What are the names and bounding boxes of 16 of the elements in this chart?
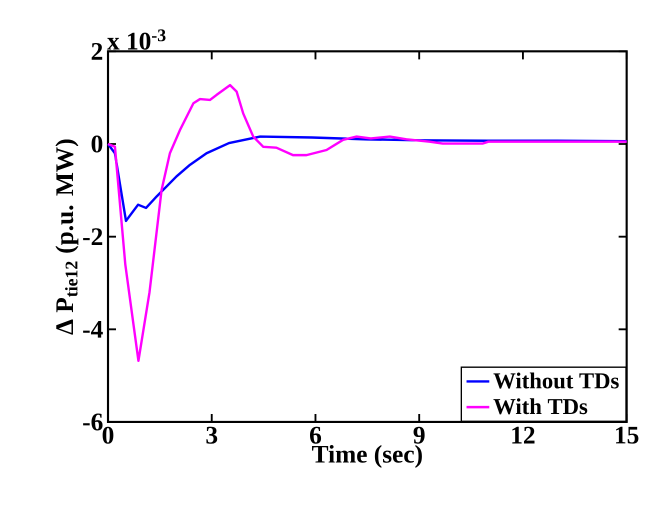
y-tick-label: -2 [83,228,102,246]
y-tick-label: 0 [92,135,102,153]
line-series [106,135,628,222]
text: x 10$^{-3}$ [107,29,166,50]
x-tick-label: 3 [206,426,218,444]
x-tick-label: 15 [616,426,638,444]
x-tick-label: 12 [512,426,534,444]
y-axis-title: Δ P$_{tie12}$ (p.u. MW) [55,140,78,335]
x-axis-title: Time (sec) [312,444,422,468]
legend-label: Without TDs [493,372,619,389]
y-tick-label: -4 [83,320,103,338]
y-tick-label: -6 [83,413,103,430]
x-tick-label: 9 [414,426,425,444]
y-tick-label: 2 [92,42,102,60]
legend-label: With TDs [493,398,588,414]
x-tick-label: 6 [310,426,322,444]
